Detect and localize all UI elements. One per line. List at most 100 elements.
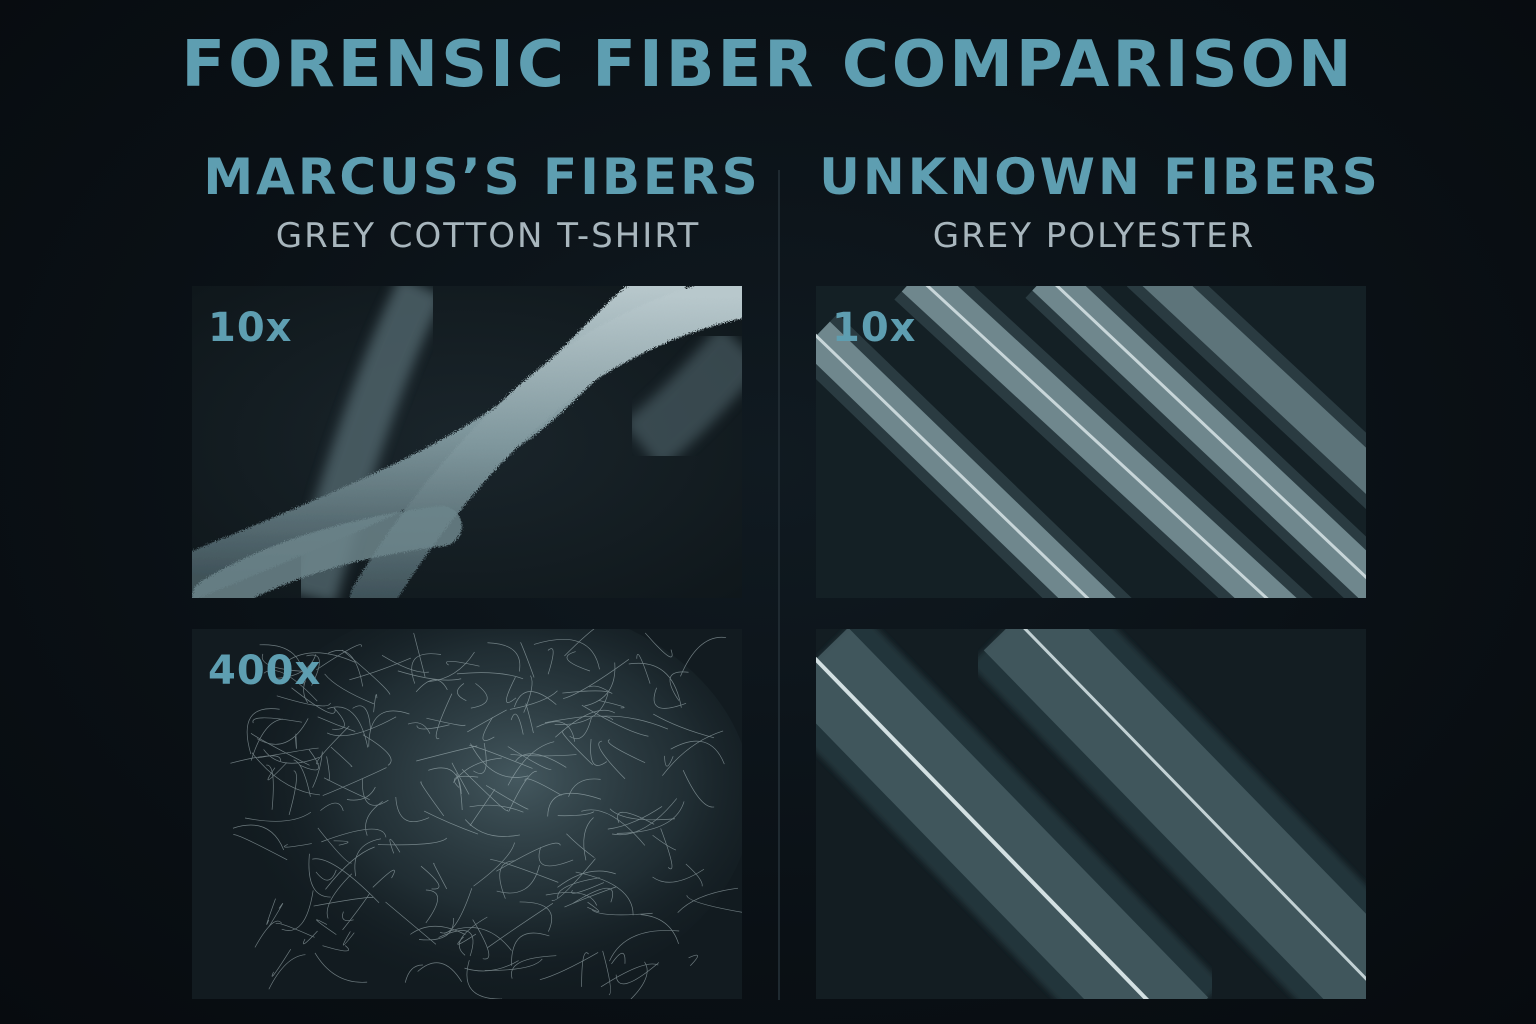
cotton-fibril [316,644,362,671]
cotton-fibril [602,950,611,996]
cotton-fibril [505,677,517,703]
cotton-fibril [416,724,450,730]
cotton-fibril [664,755,674,767]
cotton-fibril [515,753,567,768]
cotton-fibril [308,853,331,898]
cotton-fibril [317,827,352,864]
cotton-fibril [333,840,349,846]
cotton-fibril [587,901,600,912]
cotton-fibril [257,747,319,759]
cotton-fibril [600,963,659,988]
cotton-fibril [457,933,477,945]
left-column-subheading: GREY COTTON T-SHIRT [275,216,701,256]
cotton-fibril [469,745,533,769]
cotton-fibril [413,632,426,677]
cotton-fibril [330,746,353,767]
cotton-fibril [685,863,703,887]
cotton-fibril [520,642,535,678]
cotton-fibril [389,838,401,854]
cotton-fibril [539,952,599,981]
cotton-fibril [557,870,616,888]
magnification-label: 400x [208,648,322,694]
cotton-fibril [411,653,442,684]
cotton-fibril [287,652,356,663]
cotton-fibril [611,798,678,836]
cotton-fibril [470,683,488,709]
left-column-heading: MARCUS’S FIBERS [203,148,761,206]
cotton-fibril [581,704,649,737]
cotton-fibril [302,930,318,945]
cotton-fibril [688,954,698,966]
cotton-fibril [428,767,462,794]
cotton-fibril [600,715,669,730]
cotton-fibril [484,958,543,971]
cotton-fibril [536,721,576,742]
cotton-fibril [490,859,559,883]
cotton-fibril [473,743,487,774]
cotton-fibril [291,687,336,714]
cotton-fibril [547,792,602,817]
polyester-10x-image [816,286,1366,598]
cotton-fibril [487,642,521,672]
cotton-fibril [507,746,552,770]
cotton-400x-image [192,629,742,999]
cotton-fibril [573,887,613,904]
cotton-fibril [420,865,440,890]
cotton-fibril [628,662,682,708]
cotton-fibril [352,705,371,731]
cotton-fibril [662,730,724,776]
right-column-subheading: GREY POLYESTER [932,216,1256,256]
cotton-fibril [609,808,676,821]
cotton-fibril [433,862,448,890]
cotton-10x-image [192,286,742,598]
cotton-fibril [485,785,529,810]
cotton-fibril [598,700,625,709]
cotton-fibril [250,733,310,766]
cotton-fibril [362,734,392,766]
cotton-fibril [545,892,598,906]
cotton-fibril [276,695,331,707]
cotton-fibril [464,819,521,837]
cotton-fibril [417,962,462,983]
cotton-fibril [252,717,302,724]
cotton-fibril [456,773,463,811]
cotton-fibril [428,651,475,682]
cotton-fibril [456,672,524,680]
cotton-fibril [281,890,314,931]
cotton-fibril [590,739,607,766]
cotton-fibril [524,778,562,796]
cotton-fibril [316,725,350,765]
cotton-fibril [583,817,594,861]
cotton-fibril [365,801,383,836]
cotton-fibril [575,871,634,916]
cotton-fibril [395,796,430,822]
cotton-fibril [607,739,646,763]
cotton-fibril [473,842,515,887]
cotton-fibril [303,680,309,704]
cotton-fibril [564,629,595,657]
cotton-fibril [283,843,312,848]
cotton-fibril [325,846,375,890]
cotton-fibril [423,810,479,835]
cotton-fibril [293,759,311,797]
cotton-fibril [589,685,611,693]
polyester-10x-micrograph: 10x [816,286,1366,598]
cotton-fibril [446,660,480,667]
cotton-fibril [660,828,673,870]
cotton-fibril [268,903,284,927]
cotton-fibril [566,651,591,672]
cotton-fibril [349,657,411,681]
cotton-fibril [551,858,596,901]
cotton-fibril [256,718,309,745]
cotton-fibril [566,833,595,858]
cotton-fibril [251,752,321,796]
cotton-fibril [640,914,679,944]
cotton-fibril [233,834,288,861]
cotton-fibril [426,717,466,726]
cotton-fibril [266,898,276,925]
cotton-fibril [525,703,534,734]
cotton-fibril [616,801,685,834]
cotton-fibril [410,925,466,935]
cotton-fibril [385,901,437,945]
cotton-fibril [314,952,368,983]
